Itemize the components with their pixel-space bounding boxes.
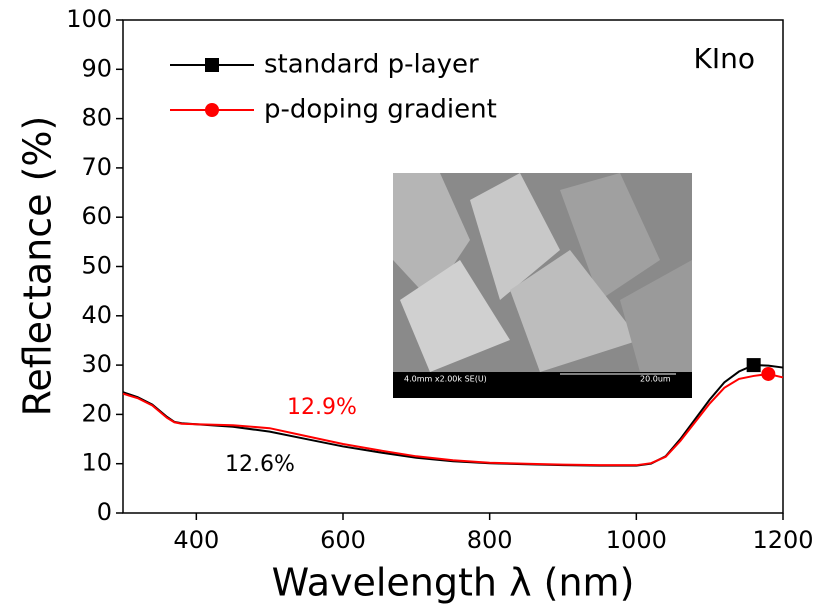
x-axis-title: Wavelength λ (nm) — [272, 561, 635, 605]
y-tick-label: 60 — [81, 202, 112, 230]
inset-facet — [620, 260, 692, 372]
legend-label: standard p-layer — [264, 50, 479, 80]
series-line — [122, 372, 784, 467]
x-tick-label: 600 — [320, 526, 366, 554]
y-axis-title: Reflectance (%) — [16, 116, 60, 417]
y-tick-label: 40 — [81, 301, 112, 329]
y-tick-label: 70 — [81, 153, 112, 181]
legend-marker — [205, 103, 219, 117]
annotation: KIno — [694, 42, 756, 75]
y-tick-label: 30 — [81, 350, 112, 378]
annotation: 12.9% — [287, 395, 357, 420]
legend-label: p-doping gradient — [264, 95, 497, 125]
y-tick-label: 80 — [81, 104, 112, 132]
series-marker — [746, 358, 761, 373]
inset-facet — [560, 173, 660, 300]
inset-image: 4.0mm x2.00k SE(U) 20.0um — [393, 173, 692, 398]
inset-scale-bar-label: 20.0um — [640, 375, 671, 384]
x-tick-label: 1000 — [606, 526, 667, 554]
y-tick-label: 50 — [81, 252, 112, 280]
x-tick-label: 800 — [467, 526, 513, 554]
x-tick-label: 400 — [173, 526, 219, 554]
legend-marker — [205, 58, 219, 72]
y-tick-label: 90 — [81, 54, 112, 82]
inset-facet — [400, 260, 510, 372]
inset-facet — [510, 250, 640, 372]
y-tick-label: 20 — [81, 399, 112, 427]
inset-scale-text: 4.0mm x2.00k SE(U) — [404, 375, 487, 384]
annotation: 12.6% — [225, 452, 295, 477]
series-marker — [761, 366, 776, 381]
x-tick-label: 1200 — [752, 526, 813, 554]
y-tick-label: 100 — [66, 5, 112, 33]
inset-facet — [470, 173, 560, 300]
inset-scale-strip — [393, 372, 692, 398]
y-tick-label: 0 — [97, 498, 112, 526]
y-tick-label: 10 — [81, 449, 112, 477]
